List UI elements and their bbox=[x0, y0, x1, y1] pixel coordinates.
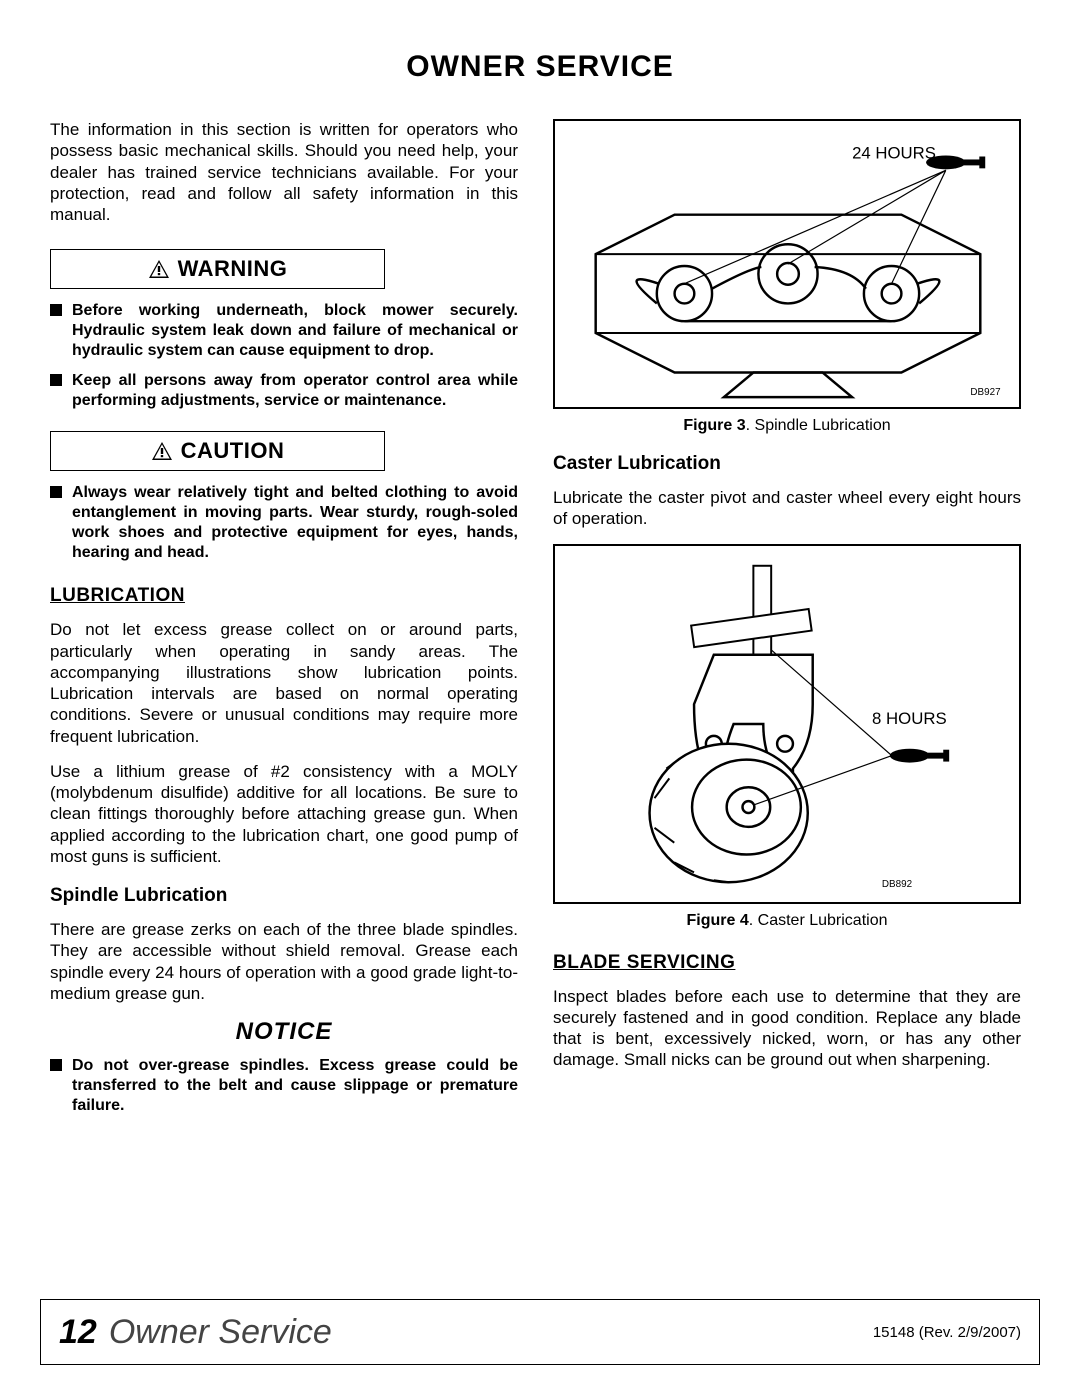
caster-paragraph: Lubricate the caster pivot and caster wh… bbox=[553, 487, 1021, 530]
spindle-heading: Spindle Lubrication bbox=[50, 885, 518, 907]
manual-page: OWNER SERVICE The information in this se… bbox=[0, 0, 1080, 1397]
fig3-caption-rest: . Spindle Lubrication bbox=[746, 417, 891, 434]
fig4-hours-label: 8 HOURS bbox=[872, 709, 947, 728]
content-columns: The information in this section is writt… bbox=[50, 119, 1030, 1126]
footer-left: 12 Owner Service bbox=[59, 1313, 332, 1352]
footer-doc-id: 15148 (Rev. 2/9/2007) bbox=[873, 1324, 1021, 1341]
caution-triangle-icon bbox=[151, 441, 173, 461]
bullet-square-icon bbox=[50, 304, 62, 316]
warning-item: Keep all persons away from operator cont… bbox=[50, 371, 518, 411]
spindle-diagram-icon: 24 HOURS bbox=[555, 121, 1019, 407]
caution-label: CAUTION bbox=[181, 438, 285, 464]
warning-item: Before working underneath, block mower s… bbox=[50, 301, 518, 361]
notice-text: Do not over-grease spindles. Excess grea… bbox=[72, 1056, 518, 1116]
bullet-square-icon bbox=[50, 1059, 62, 1071]
footer-page-number: 12 bbox=[59, 1313, 97, 1352]
left-column: The information in this section is writt… bbox=[50, 119, 518, 1126]
fig4-caption-rest: . Caster Lubrication bbox=[749, 912, 888, 929]
fig4-caption-bold: Figure 4 bbox=[687, 912, 749, 929]
figure-4-caption: Figure 4. Caster Lubrication bbox=[553, 912, 1021, 930]
lubrication-heading: LUBRICATION bbox=[50, 585, 518, 607]
caution-box: CAUTION bbox=[50, 431, 385, 471]
warning-text: Keep all persons away from operator cont… bbox=[72, 371, 518, 411]
footer-section-title: Owner Service bbox=[109, 1313, 332, 1352]
figure-3-caption: Figure 3. Spindle Lubrication bbox=[553, 417, 1021, 435]
intro-paragraph: The information in this section is writt… bbox=[50, 119, 518, 225]
page-footer: 12 Owner Service 15148 (Rev. 2/9/2007) bbox=[40, 1299, 1040, 1365]
figure-4-box: 8 HOURS DB892 bbox=[553, 544, 1021, 904]
fig3-caption-bold: Figure 3 bbox=[683, 417, 745, 434]
warning-text: Before working underneath, block mower s… bbox=[72, 301, 518, 361]
lubrication-paragraph: Use a lithium grease of #2 consistency w… bbox=[50, 761, 518, 867]
caution-text: Always wear relatively tight and belted … bbox=[72, 483, 518, 563]
bullet-square-icon bbox=[50, 374, 62, 386]
notice-heading: NOTICE bbox=[50, 1018, 518, 1046]
notice-item: Do not over-grease spindles. Excess grea… bbox=[50, 1056, 518, 1116]
fig4-ref: DB892 bbox=[882, 879, 912, 890]
page-title: OWNER SERVICE bbox=[50, 50, 1030, 84]
warning-triangle-icon bbox=[148, 259, 170, 279]
caution-item: Always wear relatively tight and belted … bbox=[50, 483, 518, 563]
spindle-paragraph: There are grease zerks on each of the th… bbox=[50, 919, 518, 1004]
fig3-hours-label: 24 HOURS bbox=[852, 143, 936, 162]
warning-box: WARNING bbox=[50, 249, 385, 289]
right-column: 24 HOURS bbox=[553, 119, 1021, 1126]
fig3-ref: DB927 bbox=[970, 387, 1000, 398]
caster-heading: Caster Lubrication bbox=[553, 453, 1021, 475]
caster-diagram-icon: 8 HOURS DB892 bbox=[555, 546, 1019, 902]
warning-label: WARNING bbox=[178, 256, 288, 282]
blade-servicing-paragraph: Inspect blades before each use to determ… bbox=[553, 986, 1021, 1071]
figure-3-box: 24 HOURS bbox=[553, 119, 1021, 409]
bullet-square-icon bbox=[50, 486, 62, 498]
lubrication-paragraph: Do not let excess grease collect on or a… bbox=[50, 619, 518, 747]
blade-servicing-heading: BLADE SERVICING bbox=[553, 952, 1021, 974]
